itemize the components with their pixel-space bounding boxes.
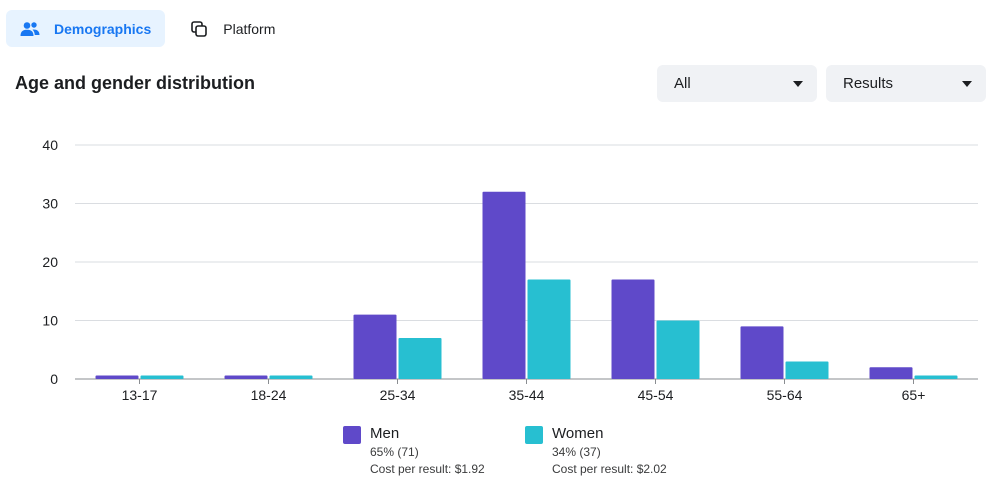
bar-men-25-34 [353,314,397,379]
x-tick-label: 55-64 [767,387,803,403]
legend-item-women[interactable]: Women 34% (37) Cost per result: $2.02 [525,424,667,478]
legend-share-women: 34% (37) [552,445,601,459]
metric-dropdown-value: Results [843,75,894,92]
legend-item-men[interactable]: Men 65% (71) Cost per result: $1.92 [343,424,485,478]
bar-women-18-24 [269,375,313,379]
legend-swatch-women [525,426,543,444]
audience-dropdown-value: All [674,75,691,92]
bar-men-45-54 [611,279,655,379]
bar-men-55-64 [740,326,784,379]
legend-cost-women: Cost per result: $2.02 [552,462,667,476]
legend-share-men: 65% (71) [370,445,419,459]
bar-women-55-64 [785,361,829,379]
y-tick-label: 30 [42,196,58,212]
caret-down-icon [793,80,803,87]
tab-bar: Demographics Platform [6,10,289,47]
bar-men-65+ [869,367,913,379]
x-tick-label: 25-34 [380,387,416,403]
caret-down-icon [962,80,972,87]
x-tick-label: 13-17 [122,387,158,403]
y-tick-label: 40 [42,137,58,153]
people-icon [20,19,40,39]
bar-men-18-24 [224,375,268,379]
bar-men-35-44 [482,191,526,379]
tab-demographics[interactable]: Demographics [6,10,166,47]
metric-dropdown[interactable]: Results [826,65,986,102]
tab-platform[interactable]: Platform [175,10,289,47]
legend-name-men: Men [370,425,400,442]
y-tick-label: 0 [50,371,58,387]
x-tick-label: 18-24 [251,387,287,403]
section-title: Age and gender distribution [15,73,256,93]
bar-women-25-34 [398,338,442,379]
bar-men-13-17 [95,375,139,379]
tab-demographics-label: Demographics [54,20,152,37]
age-gender-bar-chart: 0 10 20 30 40 13-17 18-24 25-34 35-44 45-54 55-64 6… [42,137,978,403]
audience-dropdown[interactable]: All [657,65,817,102]
legend-swatch-men [343,426,361,444]
bar-women-65+ [914,375,958,379]
platform-icon [189,19,209,39]
legend-name-women: Women [552,425,604,442]
x-tick-label: 65+ [902,387,926,403]
y-tick-label: 20 [42,254,58,270]
x-tick-label: 45-54 [638,387,674,403]
x-tick-label: 35-44 [509,387,545,403]
bar-women-45-54 [656,320,700,379]
y-tick-label: 10 [42,313,58,329]
legend-cost-men: Cost per result: $1.92 [370,462,485,476]
bar-women-13-17 [140,375,184,379]
tab-platform-label: Platform [223,20,276,37]
bar-women-35-44 [527,279,571,379]
